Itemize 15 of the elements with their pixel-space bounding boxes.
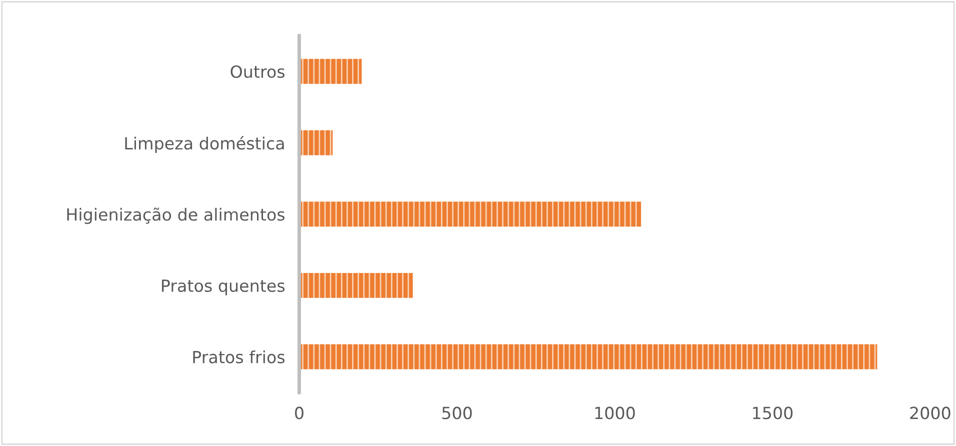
bar <box>299 202 642 227</box>
bar <box>299 130 333 156</box>
y-tick-label: Pratos frios <box>193 350 285 364</box>
x-tick-label: 1000 <box>595 406 635 420</box>
bar <box>299 272 413 298</box>
x-tick-label: 2000 <box>910 406 950 420</box>
y-tick-label: Outros <box>230 65 285 78</box>
y-tick-label: Pratos quentes <box>162 280 285 296</box>
x-tick-label: 1500 <box>753 406 793 420</box>
bar <box>299 58 362 84</box>
x-tick-label: 500 <box>442 406 472 420</box>
bar <box>299 344 878 370</box>
y-tick-label: Limpeza doméstica <box>125 136 284 153</box>
y-tick-label: Higienização de alimentos <box>67 208 285 224</box>
x-tick-label: 0 <box>295 406 304 420</box>
